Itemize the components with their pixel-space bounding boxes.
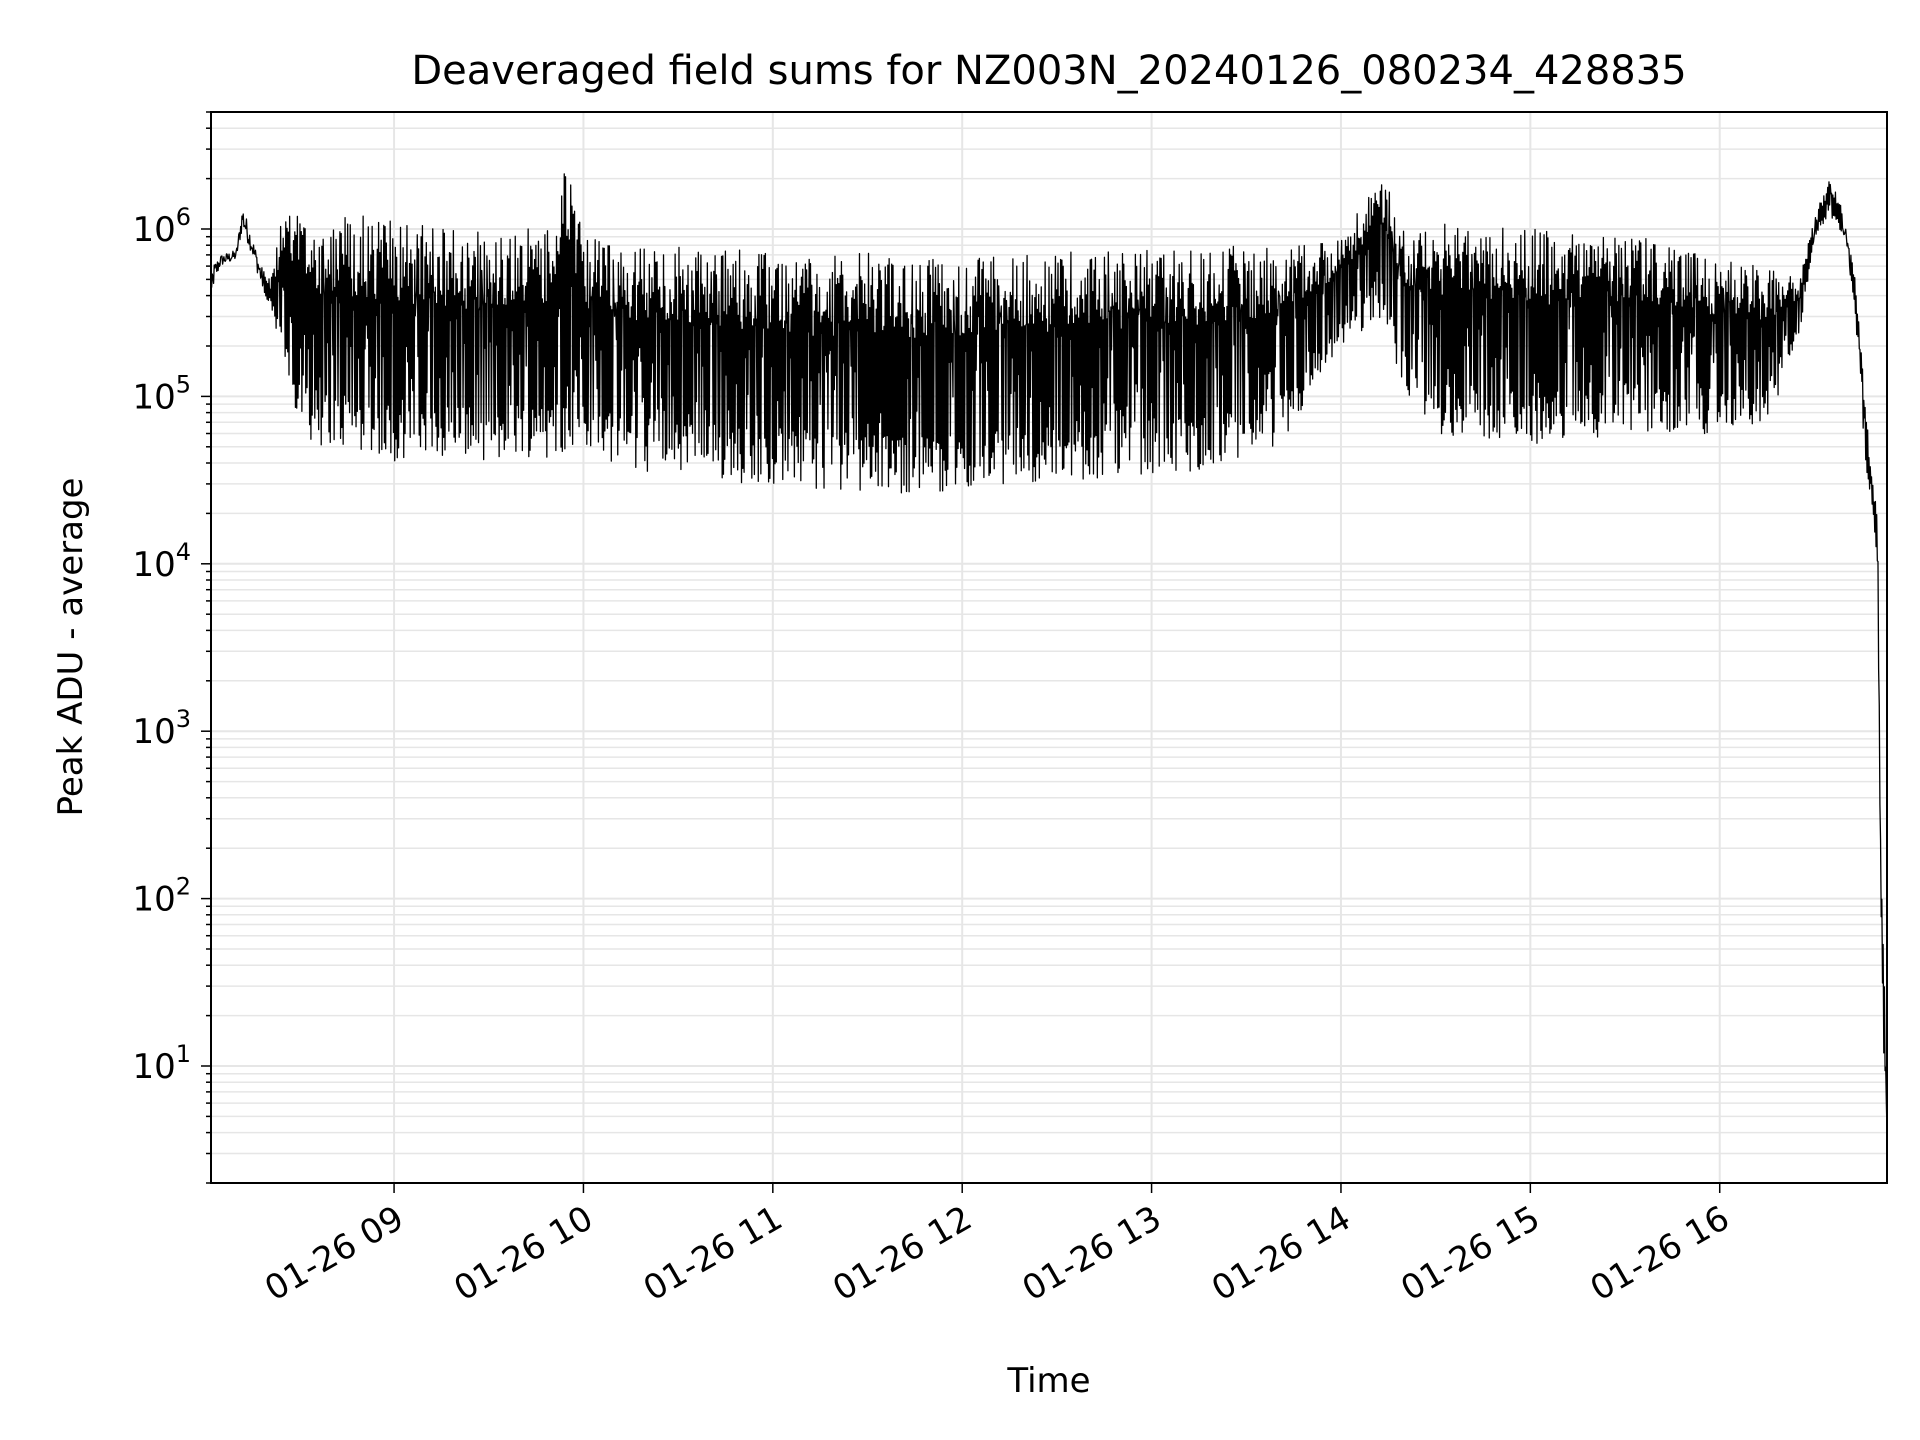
y-tick-label: 104 (132, 538, 191, 585)
plot-frame (210, 111, 1888, 1184)
y-tick-label: 105 (132, 370, 191, 417)
chart-title: Deaveraged field sums for NZ003N_2024012… (411, 48, 1686, 94)
series-layer (210, 173, 1888, 1133)
y-axis: 101 102 103 104 105 106 (132, 111, 211, 1184)
y-tick-label: 106 (132, 203, 191, 250)
y-axis-label: Peak ADU - average (51, 478, 91, 817)
series-line (210, 173, 1888, 1133)
y-tick-label: 101 (132, 1040, 191, 1087)
x-axis-label: Time (1006, 1361, 1090, 1401)
y-tick-label: 102 (132, 873, 191, 920)
y-tick-label: 103 (132, 705, 191, 752)
